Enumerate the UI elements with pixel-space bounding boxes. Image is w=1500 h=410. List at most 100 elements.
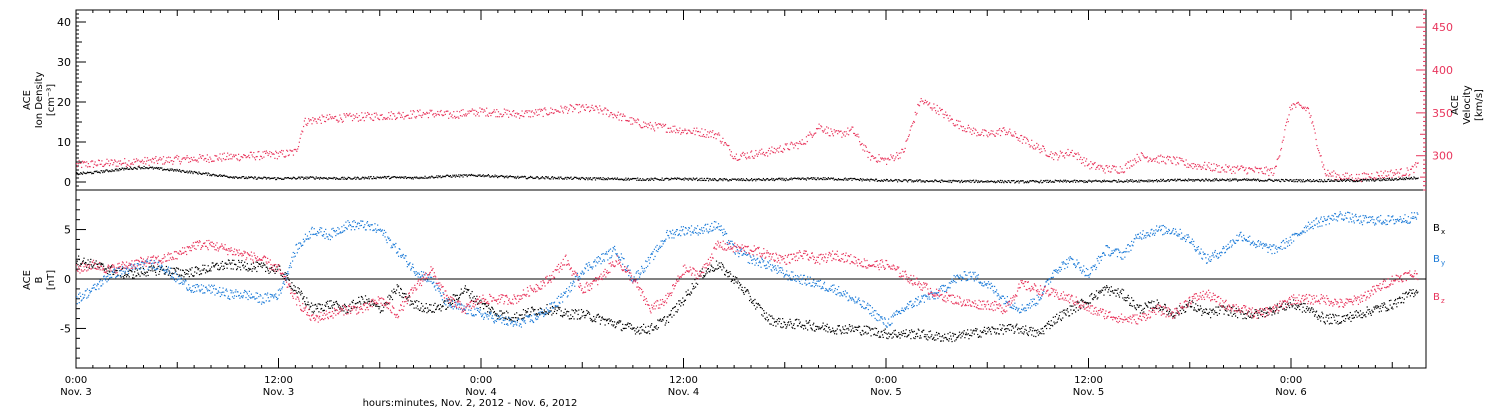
velocity-point xyxy=(1282,139,1284,141)
velocity-point xyxy=(514,112,516,115)
ion-density-point xyxy=(337,178,339,180)
ion-density-point xyxy=(1281,179,1283,181)
bx-point xyxy=(923,336,925,338)
bx-point xyxy=(325,301,327,304)
velocity-point xyxy=(837,133,839,135)
bx-point xyxy=(139,275,141,277)
bx-point xyxy=(495,315,498,317)
bx-point xyxy=(636,326,639,328)
velocity-point xyxy=(394,115,396,117)
bx-point xyxy=(797,325,799,327)
bx-point xyxy=(728,271,730,274)
velocity-point xyxy=(263,156,265,158)
ion-density-point xyxy=(1377,178,1380,180)
velocity-point xyxy=(364,112,366,114)
velocity-point xyxy=(401,116,403,118)
ion-density-point xyxy=(355,178,357,181)
velocity-point xyxy=(1301,107,1304,110)
velocity-point xyxy=(624,115,626,117)
ion-density-point xyxy=(174,169,176,171)
bx-point xyxy=(420,302,423,305)
velocity-point xyxy=(281,153,284,155)
velocity-point xyxy=(751,150,753,152)
ion-density-point xyxy=(576,177,578,180)
ion-density-point xyxy=(674,177,676,179)
ion-density-point xyxy=(1188,179,1191,181)
ion-density-point xyxy=(762,177,765,180)
velocity-point xyxy=(1133,164,1135,166)
bx-point xyxy=(545,311,547,313)
ion-density-point xyxy=(1335,179,1337,181)
velocity-point xyxy=(1199,164,1201,166)
bx-point xyxy=(269,271,271,273)
velocity-point xyxy=(308,120,311,122)
ion-density-point xyxy=(769,178,771,181)
velocity-point xyxy=(425,113,427,115)
velocity-point xyxy=(1257,167,1259,170)
velocity-point xyxy=(486,114,489,116)
bx-point xyxy=(709,271,711,273)
bx-point xyxy=(975,327,977,330)
ion-density-point xyxy=(675,178,678,180)
ion-density-point xyxy=(445,175,447,177)
ion-density-point xyxy=(788,178,791,180)
bx-point xyxy=(946,338,948,340)
ion-density-point xyxy=(1048,181,1050,184)
velocity-point xyxy=(929,102,931,104)
bx-point xyxy=(738,282,741,284)
velocity-point xyxy=(536,114,538,116)
bx-point xyxy=(651,323,653,325)
ion-density-point xyxy=(1246,178,1248,180)
ion-density-point xyxy=(891,179,893,182)
bx-point xyxy=(464,287,466,289)
velocity-point xyxy=(998,129,1000,131)
ion-density-point xyxy=(655,178,657,180)
ion-density-point xyxy=(230,176,232,179)
ion-density-point xyxy=(263,176,265,178)
velocity-point xyxy=(693,127,695,129)
velocity-point xyxy=(622,113,624,115)
velocity-point xyxy=(303,120,306,122)
ion-density-point xyxy=(1397,179,1399,181)
ion-density-point xyxy=(124,167,126,169)
velocity-point xyxy=(1166,155,1169,157)
velocity-point xyxy=(713,134,716,136)
velocity-point xyxy=(1123,172,1125,174)
ion-density-point xyxy=(849,177,851,180)
bx-point xyxy=(200,273,202,275)
ion-density-point xyxy=(779,178,781,181)
ion-density-point xyxy=(434,176,436,179)
velocity-point xyxy=(844,135,846,137)
ion-density-point xyxy=(90,171,92,173)
ion-density-point xyxy=(1075,181,1077,183)
velocity-point xyxy=(759,149,761,151)
velocity-point xyxy=(1008,130,1010,133)
bx-point xyxy=(557,306,559,308)
velocity-point xyxy=(539,108,541,110)
velocity-point xyxy=(281,149,283,152)
velocity-point xyxy=(917,103,919,106)
ion-density-point xyxy=(603,179,605,181)
velocity-point xyxy=(1386,175,1388,177)
bx-point xyxy=(361,296,363,298)
ion-density-point xyxy=(767,179,770,181)
velocity-point xyxy=(757,153,759,155)
bx-point xyxy=(551,305,554,308)
bx-point xyxy=(616,321,618,324)
ion-density-point xyxy=(147,168,149,170)
bx-point xyxy=(799,321,801,323)
ion-density-point xyxy=(398,177,400,179)
bx-point xyxy=(923,329,925,331)
ion-density-point xyxy=(1132,181,1134,183)
bx-point xyxy=(293,284,295,287)
velocity-point xyxy=(1074,152,1076,154)
velocity-point xyxy=(249,151,252,153)
velocity-point xyxy=(886,163,888,165)
velocity-point xyxy=(294,148,296,151)
ion-density-point xyxy=(705,179,707,181)
velocity-point xyxy=(526,111,528,114)
velocity-point xyxy=(1156,157,1158,159)
ion-density-point xyxy=(410,178,413,180)
velocity-point xyxy=(247,156,249,158)
velocity-point xyxy=(170,160,172,162)
